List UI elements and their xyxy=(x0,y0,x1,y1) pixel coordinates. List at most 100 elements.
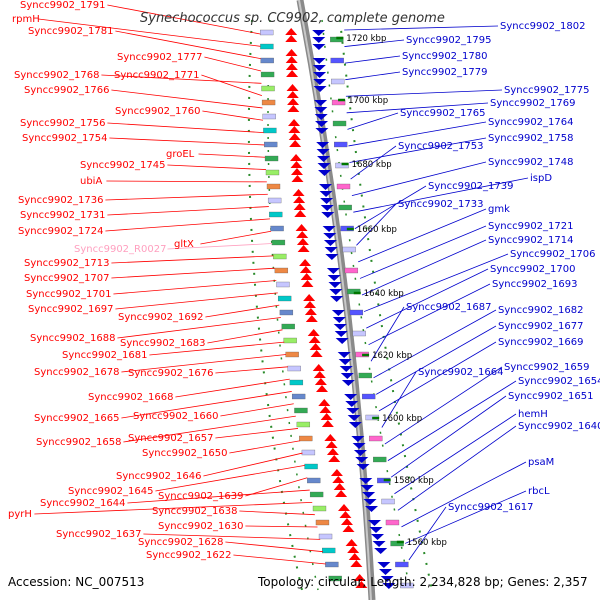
right-gene-label: Syncc9902_1714 xyxy=(488,235,574,246)
feature-block xyxy=(283,337,297,344)
reverse-gene-arrow xyxy=(315,121,329,127)
feature-block xyxy=(299,435,313,442)
forward-gene-arrow xyxy=(288,133,301,140)
left-gene-label: Syncc9902_1681 xyxy=(62,350,148,361)
feature-block xyxy=(349,309,364,316)
right-gene-label: Syncc9902_1659 xyxy=(504,362,590,373)
forward-gene-arrow xyxy=(299,259,312,266)
kbp-label: 1700 kbp xyxy=(348,96,388,106)
reverse-gene-arrow xyxy=(367,520,381,526)
right-leader-line xyxy=(397,425,517,511)
reverse-gene-arrow xyxy=(362,492,376,498)
reverse-gene-arrow xyxy=(374,548,388,554)
left-gene-label: Syncc9902_1688 xyxy=(30,333,116,344)
forward-gene-arrow xyxy=(328,455,341,462)
forward-gene-arrow xyxy=(335,490,348,497)
reverse-gene-arrow xyxy=(326,268,340,274)
left-gene-label: gltX xyxy=(174,239,194,250)
left-leader-line xyxy=(111,267,275,279)
reverse-gene-arrow xyxy=(351,436,365,442)
right-leader-line xyxy=(354,185,427,230)
feature-block xyxy=(395,561,409,568)
feature-block xyxy=(342,246,356,253)
right-leader-line xyxy=(345,89,503,97)
forward-gene-arrow xyxy=(290,154,303,161)
right-gene-label: hemH xyxy=(518,409,548,420)
feature-block xyxy=(285,351,299,358)
reverse-gene-arrow xyxy=(315,128,329,134)
right-leader-line xyxy=(384,366,503,445)
reverse-gene-arrow xyxy=(316,142,330,148)
feature-block xyxy=(261,99,276,106)
right-leader-line xyxy=(348,121,487,147)
feature-block xyxy=(266,183,281,190)
track-group xyxy=(247,0,433,600)
reverse-gene-arrow xyxy=(352,443,366,449)
left-gene-label: Syncc9902_1781 xyxy=(28,26,114,37)
feature-block xyxy=(291,393,306,400)
reverse-gene-arrow xyxy=(380,576,394,582)
reverse-gene-arrow xyxy=(319,184,333,190)
reverse-gene-arrow xyxy=(360,485,374,491)
right-leader-line xyxy=(347,112,399,130)
reverse-gene-arrow xyxy=(321,212,335,218)
reverse-gene-arrow xyxy=(323,233,337,239)
forward-gene-arrow xyxy=(330,469,343,476)
left-gene-label: Syncc9902_1756 xyxy=(20,118,106,129)
right-gene-label: psaM xyxy=(528,457,554,468)
forward-gene-arrow xyxy=(355,581,368,588)
left-gene-label: Syncc9902_1678 xyxy=(34,367,120,378)
left-leader-line xyxy=(198,153,266,158)
reverse-gene-arrow xyxy=(382,583,396,589)
forward-gene-arrow xyxy=(339,511,352,518)
reverse-gene-arrow xyxy=(324,247,338,253)
outer-dotted-track-left xyxy=(247,19,303,591)
reverse-gene-arrow xyxy=(312,30,326,36)
feature-block xyxy=(260,29,274,36)
right-leader-line xyxy=(350,145,397,180)
reverse-gene-arrow xyxy=(314,114,328,120)
reverse-gene-arrow xyxy=(312,37,326,43)
reverse-gene-arrow xyxy=(313,72,327,78)
right-leader-line xyxy=(349,137,487,163)
left-leader-line xyxy=(107,122,264,134)
reverse-gene-arrow xyxy=(364,506,378,512)
right-leader-line xyxy=(370,306,405,362)
right-gene-label: Syncc9902_1677 xyxy=(498,321,584,332)
forward-gene-arrow xyxy=(320,413,333,420)
right-gene-label: Syncc9902_1780 xyxy=(402,51,488,62)
kbp-label: 1720 kbp xyxy=(346,34,386,44)
feature-block xyxy=(260,71,275,78)
left-leader-line xyxy=(229,440,301,454)
reverse-gene-arrow xyxy=(328,282,342,288)
left-leader-line xyxy=(233,554,326,565)
left-gene-label: Syncc9902_1645 xyxy=(68,486,154,497)
right-gene-label: Syncc9902_1651 xyxy=(508,391,594,402)
left-leader-line xyxy=(205,304,280,318)
forward-gene-arrow xyxy=(285,49,298,56)
forward-gene-arrow xyxy=(308,336,321,343)
left-leader-line xyxy=(105,193,268,201)
reverse-gene-arrow xyxy=(337,352,351,358)
left-gene-label: Syncc9902_1622 xyxy=(146,550,232,561)
left-gene-label: Syncc9902_R0027 xyxy=(74,244,166,255)
feature-block xyxy=(270,225,284,232)
feature-block xyxy=(264,141,278,148)
genome-title: Synechococcus sp. CC9902, complete genom… xyxy=(140,11,445,26)
left-leader-line xyxy=(201,74,263,97)
left-leader-line xyxy=(215,428,299,439)
reverse-gene-arrow xyxy=(319,191,333,197)
feature-block xyxy=(381,498,395,505)
left-leader-line xyxy=(121,354,287,373)
feature-block xyxy=(336,183,351,190)
left-leader-line xyxy=(245,477,308,497)
feature-block xyxy=(301,449,316,456)
reverse-gene-arrow xyxy=(341,380,355,386)
right-gene-label: Syncc9902_1779 xyxy=(402,67,488,78)
left-gene-label: Syncc9902_1736 xyxy=(18,195,104,206)
reverse-gene-arrow xyxy=(314,107,328,113)
right-gene-label: Syncc9902_1706 xyxy=(510,249,596,260)
right-leader-line xyxy=(344,55,401,64)
left-gene-label: rpmH xyxy=(12,14,40,25)
right-leader-line xyxy=(346,102,489,114)
